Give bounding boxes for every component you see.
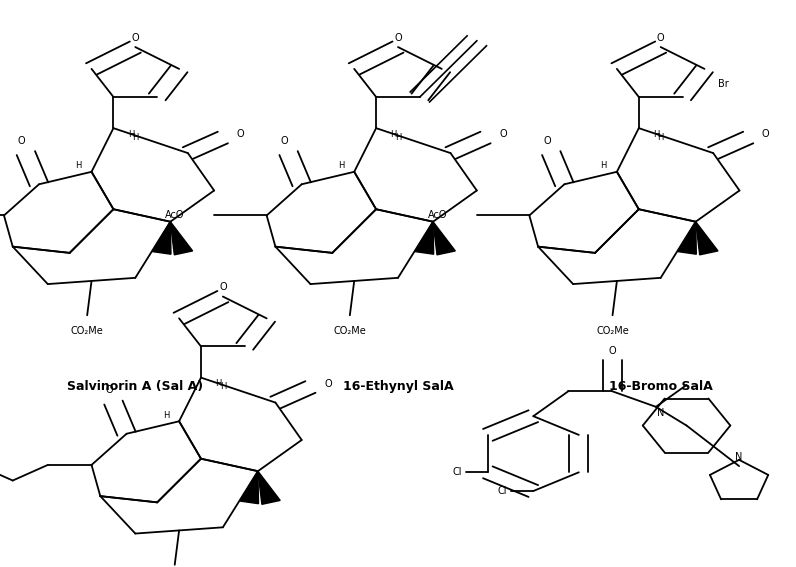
Text: O: O [131,33,139,43]
Polygon shape [240,471,259,503]
Text: H: H [600,161,607,170]
Text: O: O [105,385,113,395]
Text: H: H [127,130,135,139]
Polygon shape [696,222,718,255]
Text: O: O [543,136,551,146]
Text: H: H [75,161,82,170]
Text: H: H [220,383,226,391]
Text: AcO: AcO [165,210,185,221]
Polygon shape [677,222,696,254]
Text: N: N [657,408,664,418]
Text: H: H [338,161,345,170]
Text: O: O [324,379,332,389]
Text: H: H [395,133,401,142]
Text: Salvinorin A (Sal A): Salvinorin A (Sal A) [67,380,204,393]
Text: AcO: AcO [427,210,447,221]
Text: O: O [18,136,25,146]
Text: O: O [280,136,288,146]
Text: CO₂Me: CO₂Me [334,326,366,336]
Text: H: H [653,130,660,139]
Text: O: O [236,129,244,139]
Polygon shape [258,471,280,504]
Text: 16-Bromo SalA: 16-Bromo SalA [609,380,712,393]
Text: O: O [499,129,507,139]
Text: H: H [162,411,170,420]
Text: O: O [608,346,616,356]
Text: H: H [132,133,139,142]
Polygon shape [415,222,434,254]
Text: H: H [215,379,222,388]
Text: 16-Ethynyl SalA: 16-Ethynyl SalA [343,380,453,393]
Text: N: N [736,452,743,462]
Text: H: H [390,130,397,139]
Polygon shape [170,222,193,255]
Polygon shape [433,222,455,255]
Text: O: O [657,33,665,43]
Polygon shape [152,222,171,254]
Text: Cl: Cl [498,486,507,496]
Text: O: O [219,282,227,292]
Text: O: O [762,129,770,139]
Text: CO₂Me: CO₂Me [596,326,629,336]
Text: Cl: Cl [452,467,462,477]
Text: Br: Br [718,79,728,90]
Text: CO₂Me: CO₂Me [71,326,103,336]
Text: H: H [657,133,664,142]
Text: O: O [394,33,402,43]
